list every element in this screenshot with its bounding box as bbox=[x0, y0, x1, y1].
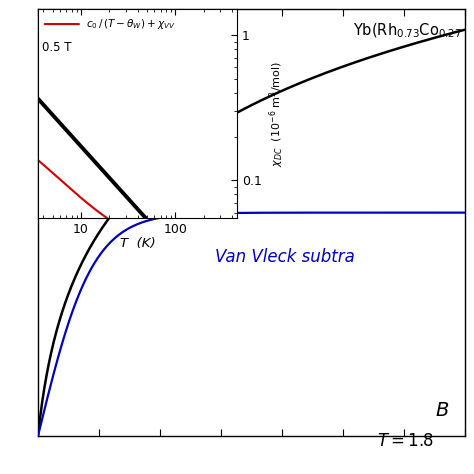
Text: Yb(Rh$_{0.73}$Co$_{0.27}$: Yb(Rh$_{0.73}$Co$_{0.27}$ bbox=[353, 22, 462, 40]
Y-axis label: $\chi_{DC}$  (10$^{-6}$ m$^3$/mol): $\chi_{DC}$ (10$^{-6}$ m$^3$/mol) bbox=[267, 61, 286, 167]
Text: $c_0\,/\,(T - \theta_W) + \chi_{VV}$: $c_0\,/\,(T - \theta_W) + \chi_{VV}$ bbox=[86, 17, 175, 31]
Text: $B$: $B$ bbox=[435, 401, 449, 420]
Text: $T = 1.8$: $T = 1.8$ bbox=[377, 432, 434, 450]
Text: Van Vleck subtra: Van Vleck subtra bbox=[215, 248, 355, 266]
Text: raw data: raw data bbox=[135, 95, 215, 143]
Text: 0.5 T: 0.5 T bbox=[42, 40, 72, 54]
X-axis label: T  (K): T (K) bbox=[119, 237, 155, 250]
